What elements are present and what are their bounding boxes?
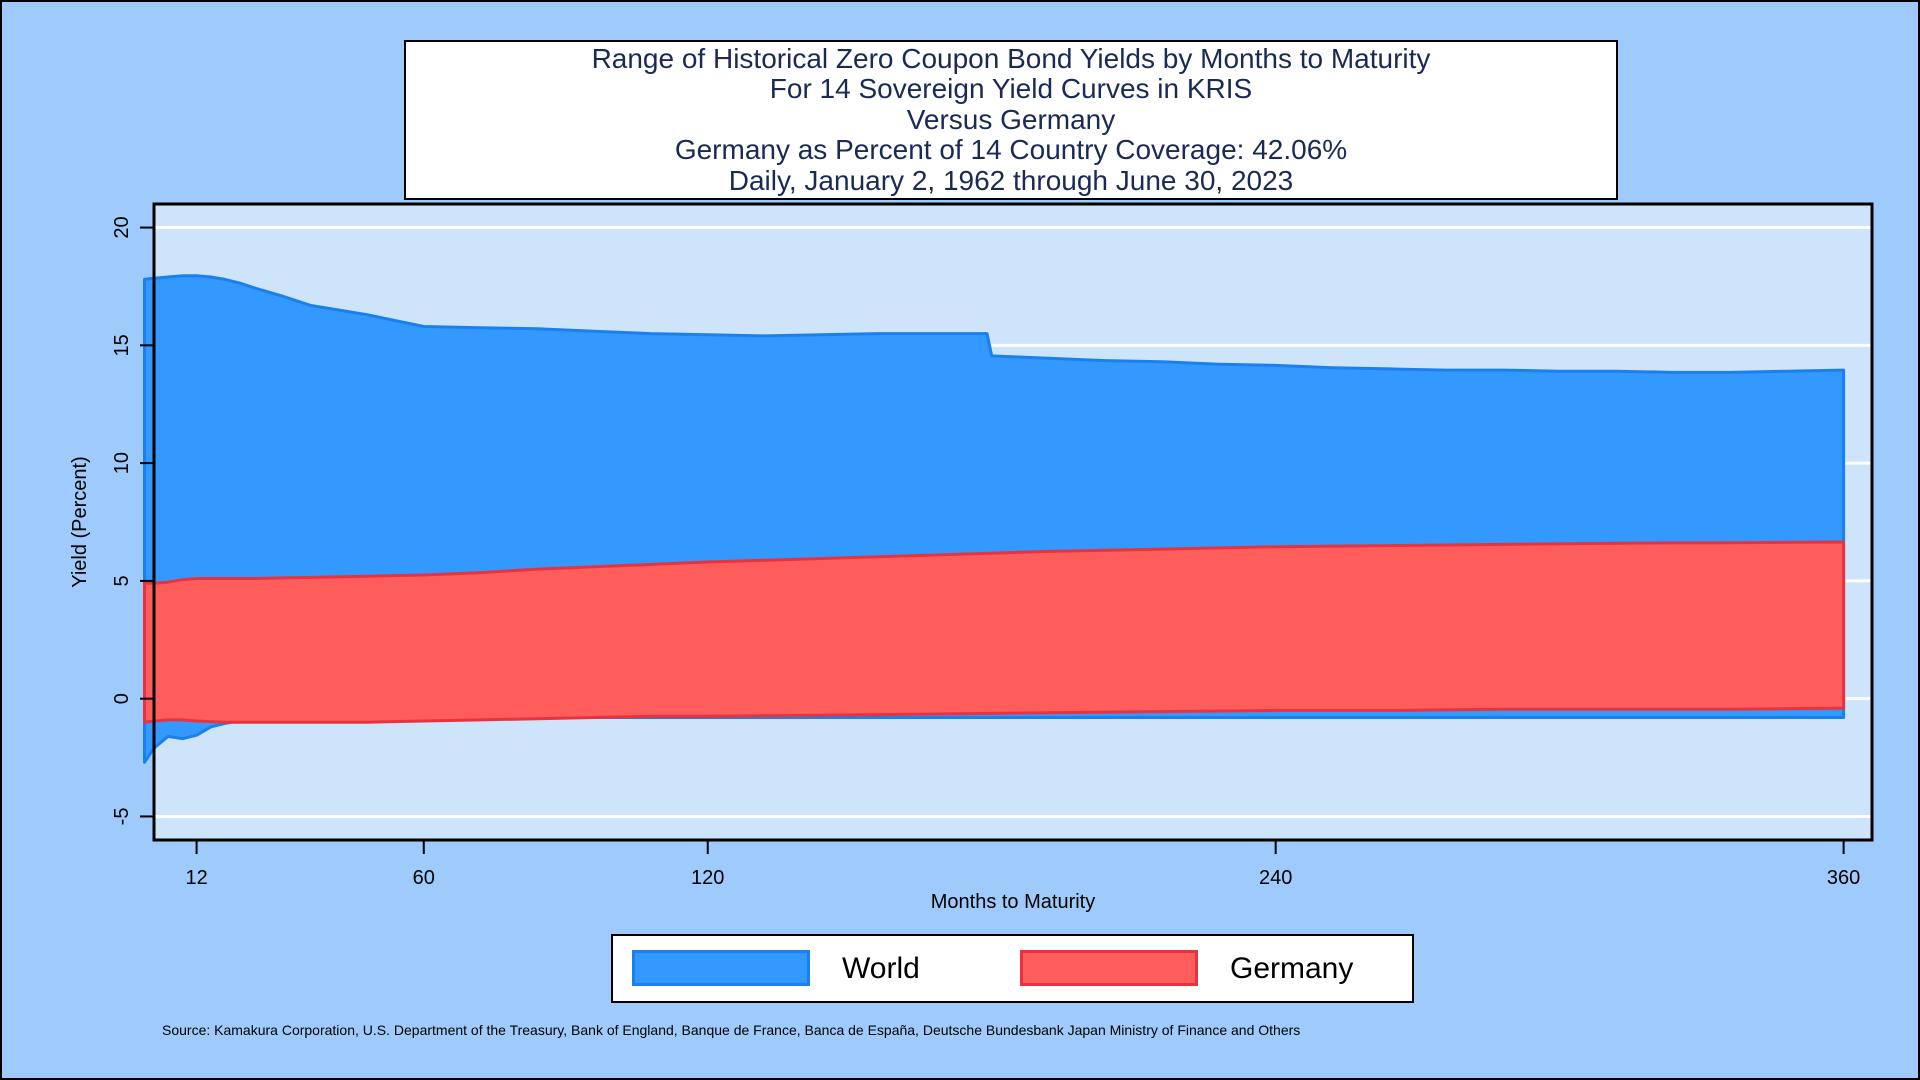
title-line-3: Versus Germany <box>906 103 1116 135</box>
legend-swatch-germany <box>1020 950 1198 986</box>
x-tick-label: 120 <box>691 867 724 889</box>
plot-border <box>152 202 1874 842</box>
y-tick-label: -5 <box>111 808 133 826</box>
title-line-2: For 14 Sovereign Yield Curves in KRIS <box>769 73 1253 105</box>
x-tick-label: 12 <box>185 867 207 889</box>
x-tick-label: 60 <box>413 867 435 889</box>
chart-title-box: Range of Historical Zero Coupon Bond Yie… <box>404 40 1618 200</box>
axis-layer: -5 0 5 10 15 20 12 60 120 240 360 <box>111 216 1860 889</box>
x-tick-label: 240 <box>1259 867 1292 889</box>
y-axis-title: Yield (Percent) <box>69 456 91 588</box>
x-tick-label: 360 <box>1827 867 1860 889</box>
title-line-4: Germany as Percent of 14 Country Coverag… <box>674 134 1348 166</box>
title-line-5: Daily, January 2, 1962 through June 30, … <box>728 164 1294 196</box>
legend-label-germany: Germany <box>1230 952 1354 985</box>
series-band-germany <box>143 540 1846 724</box>
y-tick-label: 20 <box>111 216 133 238</box>
title-line-1: Range of Historical Zero Coupon Bond Yie… <box>591 42 1431 74</box>
x-axis-title: Months to Maturity <box>931 891 1096 913</box>
y-tick-label: 0 <box>111 693 133 704</box>
y-tick-label: 10 <box>111 452 133 474</box>
legend-label-world: World <box>842 952 920 985</box>
series-layer <box>143 274 1846 764</box>
legend: World Germany <box>611 934 1414 1003</box>
y-tick-label: 15 <box>111 334 133 356</box>
y-tick-label: 5 <box>111 575 133 586</box>
source-note: Source: Kamakura Corporation, U.S. Depar… <box>162 1022 1301 1038</box>
legend-swatch-world <box>632 950 810 986</box>
